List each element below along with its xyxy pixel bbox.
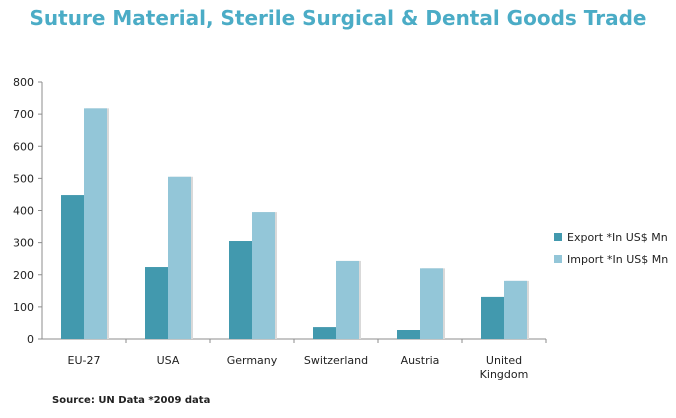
legend-label-import: Import *In US$ Mn (567, 252, 669, 266)
bar (504, 280, 527, 339)
bar (145, 267, 168, 339)
y-tick-label: 600 (13, 140, 34, 153)
y-tick-label: 700 (13, 108, 34, 121)
x-tick-label: Switzerland (304, 354, 368, 367)
bar (336, 260, 359, 339)
legend-swatch-export (554, 233, 562, 241)
x-tick-label: United (486, 354, 522, 367)
y-tick-label: 0 (27, 333, 34, 346)
bar (481, 296, 504, 339)
legend-item-import: Import *In US$ Mn (554, 248, 668, 270)
source-note: Source: UN Data *2009 data (52, 395, 211, 406)
legend: Export *In US$ Mn Import *In US$ Mn (554, 226, 668, 270)
x-tick-label: USA (157, 354, 180, 367)
bar (168, 176, 191, 339)
bar (397, 330, 420, 339)
x-tick-label: Kingdom (480, 368, 529, 381)
y-tick-label: 800 (13, 76, 34, 89)
legend-swatch-import (554, 255, 562, 263)
chart-title: Suture Material, Sterile Surgical & Dent… (29, 6, 647, 30)
bar (313, 327, 336, 339)
bar (84, 108, 107, 339)
legend-label-export: Export *In US$ Mn (567, 230, 668, 244)
y-tick-label: 400 (13, 205, 34, 218)
y-tick-label: 100 (13, 301, 34, 314)
x-tick-label: EU-27 (68, 354, 101, 367)
y-tick-label: 500 (13, 172, 34, 185)
y-tick-label: 300 (13, 237, 34, 250)
legend-item-export: Export *In US$ Mn (554, 226, 668, 248)
bar (61, 195, 84, 339)
bar (229, 241, 252, 339)
y-tick-label: 200 (13, 269, 34, 282)
x-tick-label: Austria (401, 354, 440, 367)
bar (252, 212, 275, 339)
bar (420, 268, 443, 339)
x-tick-label: Germany (227, 354, 278, 367)
